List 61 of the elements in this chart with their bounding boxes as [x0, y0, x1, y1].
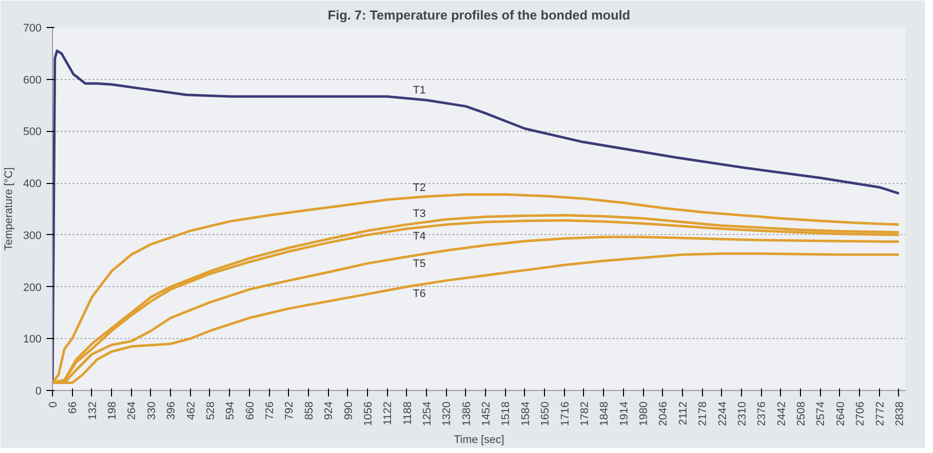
x-tick-label: 2574 — [815, 401, 828, 426]
series-label: T6 — [412, 288, 426, 300]
x-tick-label: 2640 — [834, 401, 847, 426]
y-tick-label: 0 — [35, 386, 42, 398]
x-tick-label: 1452 — [480, 401, 493, 426]
series-label: T5 — [412, 258, 426, 270]
x-tick-label: 1650 — [540, 401, 552, 426]
x-tick-label: 132 — [86, 401, 99, 420]
x-tick-label: 1914 — [618, 401, 630, 426]
x-tick-label: 1320 — [441, 401, 454, 426]
x-tick-label: 2178 — [697, 401, 710, 426]
x-tick-label: 858 — [303, 401, 316, 420]
x-tick-label: 726 — [264, 401, 276, 420]
series-label: T2 — [412, 182, 426, 194]
x-tick-label: 264 — [126, 401, 138, 420]
y-tick-label: 400 — [23, 178, 42, 190]
x-tick-label: 1716 — [559, 401, 572, 426]
x-tick-label: 1122 — [382, 402, 394, 426]
y-tick-label: 300 — [23, 230, 42, 242]
x-axis-title: Time [sec] — [454, 434, 504, 446]
series-label: T4 — [412, 230, 426, 243]
x-tick-label: 2508 — [796, 401, 808, 426]
x-tick-label: 1584 — [520, 401, 532, 426]
x-tick-label: 2706 — [854, 401, 867, 426]
x-tick-label: 792 — [284, 401, 296, 420]
x-tick-label: 330 — [146, 401, 158, 420]
x-tick-label: 66 — [67, 401, 80, 414]
y-axis-title: Temperature [°C] — [3, 167, 16, 251]
x-tick-label: 2046 — [658, 401, 670, 426]
x-tick-label: 1518 — [500, 401, 512, 426]
x-tick-label: 0 — [48, 401, 60, 408]
x-tick-label: 2442 — [776, 401, 788, 426]
x-tick-label: 2112 — [677, 402, 690, 426]
x-tick-label: 924 — [323, 401, 336, 420]
series-label: T3 — [412, 208, 426, 220]
x-tick-label: 660 — [244, 401, 256, 420]
x-tick-label: 198 — [106, 401, 119, 420]
x-tick-label: 1848 — [598, 401, 611, 426]
x-tick-label: 1188 — [402, 402, 414, 426]
x-tick-label: 396 — [166, 401, 178, 420]
chart-title: Fig. 7: Temperature profiles of the bonded mould — [328, 8, 630, 22]
x-tick-label: 1254 — [422, 401, 434, 426]
x-tick-label: 2772 — [874, 401, 886, 426]
x-tick-label: 528 — [204, 401, 217, 420]
series-label: T1 — [412, 84, 426, 96]
x-tick-label: 2838 — [894, 401, 906, 426]
x-tick-label: 1056 — [362, 401, 374, 426]
x-tick-label: 1782 — [578, 401, 591, 426]
y-tick-label: 500 — [23, 126, 42, 138]
y-tick-label: 100 — [23, 334, 42, 346]
x-tick-label: 1386 — [460, 401, 473, 426]
y-tick-label: 700 — [23, 22, 42, 34]
x-tick-label: 594 — [224, 401, 237, 420]
x-tick-label: 2376 — [756, 401, 768, 426]
x-tick-label: 2244 — [716, 401, 729, 426]
x-tick-label: 1980 — [638, 401, 650, 426]
x-tick-label: 2310 — [736, 401, 748, 426]
x-tick-label: 990 — [342, 401, 355, 420]
y-tick-label: 200 — [23, 282, 42, 294]
y-tick-label: 600 — [23, 74, 42, 86]
x-tick-label: 462 — [185, 401, 198, 420]
